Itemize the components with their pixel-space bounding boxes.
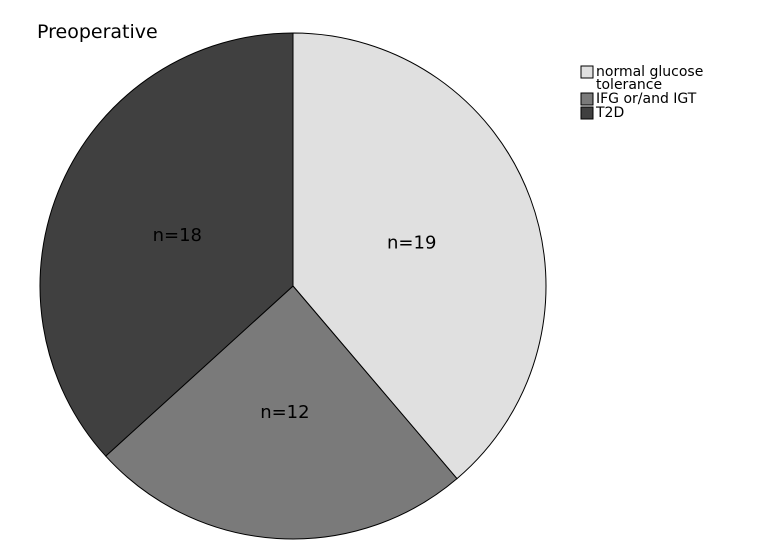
chart-title: Preoperative <box>37 21 158 43</box>
legend-entry-0: normal glucose tolerance <box>596 64 703 93</box>
legend-entry-2: T2D <box>595 105 624 121</box>
pie-slices <box>39 32 547 540</box>
legend-entry-0-line-0: normal glucose <box>596 64 703 80</box>
pie-slice-labels: n=19 n=12 n=18 <box>153 225 437 423</box>
slice-label-1: n=12 <box>260 402 309 423</box>
legend-swatch-1 <box>580 92 594 106</box>
pie-slice-2 <box>39 32 294 457</box>
legend-entry-2-line-0: T2D <box>595 105 624 121</box>
slice-label-0: n=19 <box>387 232 436 253</box>
legend-entry-0-line-1: tolerance <box>596 77 662 93</box>
pie-slice-1 <box>105 285 458 540</box>
legend-entry-1-line-0: IFG or/and IGT <box>596 91 697 107</box>
legend-entry-1: IFG or/and IGT <box>596 91 697 107</box>
slice-label-2: n=18 <box>153 225 202 246</box>
legend-swatch-0 <box>580 65 594 79</box>
legend-swatch-2 <box>580 106 594 120</box>
pie-slice-0 <box>292 32 547 480</box>
